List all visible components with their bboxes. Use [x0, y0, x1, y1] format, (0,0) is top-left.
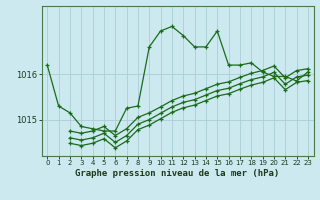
X-axis label: Graphe pression niveau de la mer (hPa): Graphe pression niveau de la mer (hPa) [76, 169, 280, 178]
